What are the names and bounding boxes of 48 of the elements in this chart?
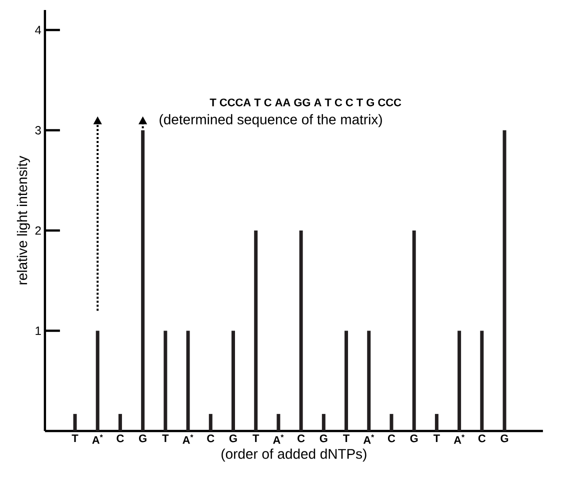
- x-tick-label: A$^{*}$: [182, 434, 194, 444]
- x-tick-label: T: [433, 434, 440, 442]
- x-tick-label: C: [298, 434, 305, 442]
- x-tick-label: T: [72, 434, 78, 442]
- bar: [232, 330, 235, 431]
- x-tick-label: C: [207, 434, 214, 442]
- bar: [254, 230, 258, 431]
- y-tick-label: 1: [36, 326, 41, 335]
- bar: [367, 330, 371, 431]
- x-tick-label: G: [320, 434, 328, 442]
- annotation: T CCCA T C AA GG A T C C T G CCC: [210, 98, 402, 106]
- bar: [434, 414, 438, 431]
- x-tick-label: C: [388, 434, 396, 442]
- bar: [390, 414, 394, 431]
- x-tick-label: A$^{*}$: [92, 434, 103, 444]
- bar: [186, 330, 190, 431]
- bar: [344, 330, 348, 431]
- x-tick-label: G: [500, 434, 508, 442]
- x-tick-label: A$^{*}$: [363, 434, 374, 444]
- bar: [164, 330, 168, 431]
- bar: [96, 330, 100, 431]
- x-tick-label: A$^{*}$: [454, 434, 464, 444]
- bar: [141, 130, 145, 431]
- bar: [299, 230, 303, 431]
- y-tick-label: 4: [35, 26, 42, 34]
- bar: [208, 414, 212, 431]
- x-tick-label: T: [343, 434, 350, 442]
- x-tick-label: G: [410, 434, 418, 442]
- bar: [118, 414, 122, 431]
- x-tick-label: G: [139, 434, 146, 442]
- x-tick-label: G: [229, 434, 237, 442]
- y-tick-label: 3: [35, 126, 41, 134]
- bar: [502, 130, 506, 431]
- bar: [480, 330, 484, 431]
- x-tick-label: C: [116, 434, 124, 442]
- bar: [73, 414, 77, 431]
- x-tick-label: C: [478, 434, 486, 442]
- bar: [458, 330, 462, 431]
- x-tick-label: T: [162, 434, 169, 442]
- bar: [276, 414, 280, 431]
- x-tick-label: T: [252, 434, 260, 442]
- annotation: (determined sequence of the matrix): [160, 114, 382, 128]
- bar: [322, 414, 326, 431]
- y-tick-label: 2: [35, 226, 41, 235]
- x-tick-label: A$^{*}$: [273, 434, 284, 444]
- y-axis-title: relative light intensity: [16, 156, 30, 284]
- x-axis-title: (order of added dNTPs): [222, 448, 366, 462]
- bar: [412, 230, 416, 431]
